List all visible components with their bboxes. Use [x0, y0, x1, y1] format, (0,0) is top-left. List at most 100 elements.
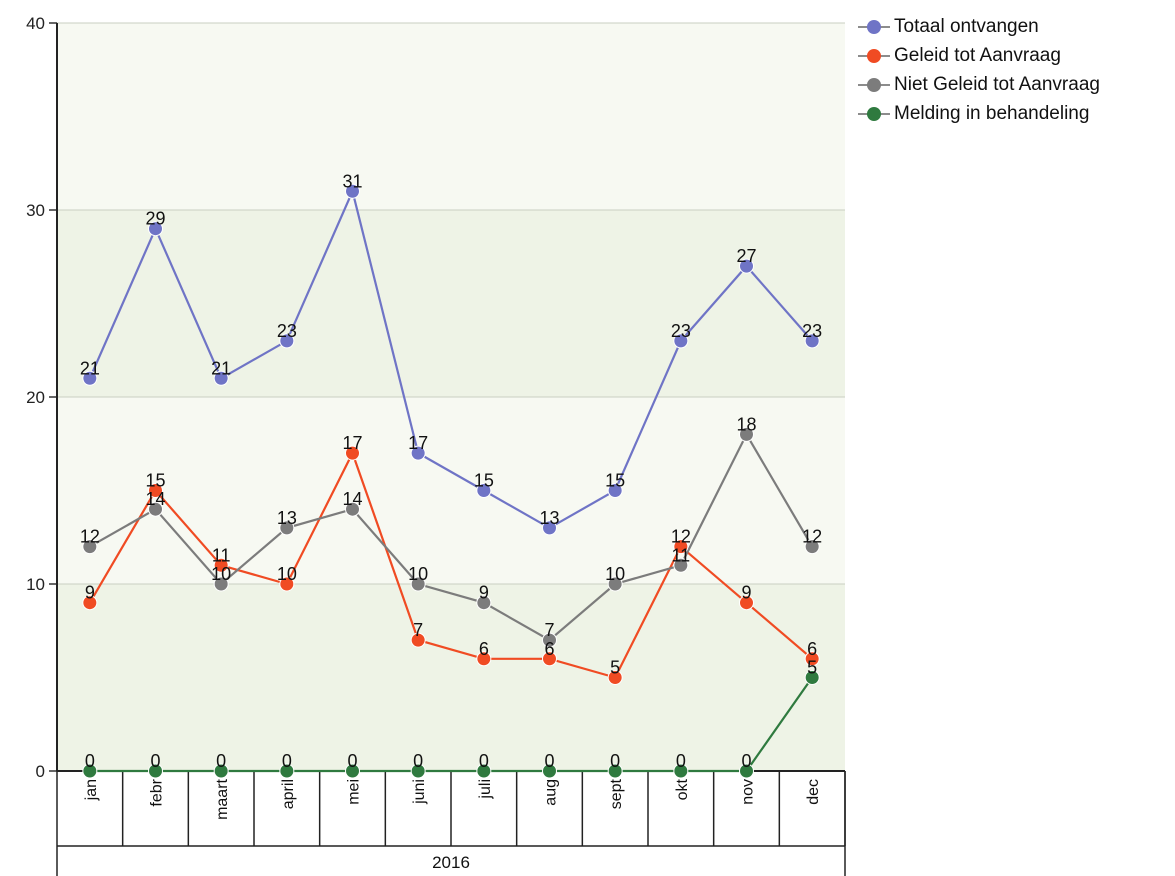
- legend-label: Geleid tot Aanvraag: [894, 44, 1061, 66]
- legend-swatch: [858, 19, 890, 34]
- data-label: 0: [413, 751, 423, 771]
- x-tick-label: dec: [805, 779, 822, 805]
- data-label: 29: [145, 209, 165, 229]
- data-point: [410, 632, 426, 648]
- data-label: 0: [544, 751, 554, 771]
- x-tick-label: juni: [411, 779, 428, 805]
- x-group-label: 2016: [432, 853, 470, 872]
- legend-label: Melding in behandeling: [894, 102, 1090, 124]
- data-point: [279, 576, 295, 592]
- data-label: 17: [342, 433, 362, 453]
- data-point: [476, 595, 492, 611]
- data-point: [607, 670, 623, 685]
- data-label: 15: [145, 471, 165, 491]
- data-label: 12: [802, 527, 822, 547]
- data-label: 15: [474, 471, 494, 491]
- data-point: [410, 445, 426, 461]
- data-label: 12: [80, 527, 100, 547]
- data-point: [213, 557, 229, 573]
- data-point: [148, 501, 163, 517]
- y-tick-label: 20: [26, 388, 45, 407]
- data-label: 0: [479, 751, 489, 771]
- data-point: [213, 763, 229, 779]
- data-point: [279, 333, 295, 349]
- data-label: 0: [85, 751, 95, 771]
- data-label: 13: [277, 508, 297, 528]
- data-point: [410, 763, 426, 779]
- y-tick-label: 10: [26, 575, 45, 594]
- data-label: 0: [216, 751, 226, 771]
- data-point: [82, 539, 98, 555]
- x-tick-label: aug: [543, 779, 560, 806]
- data-label: 21: [80, 358, 100, 378]
- plot-band: [57, 397, 845, 584]
- data-point: [607, 576, 623, 592]
- data-point: [148, 221, 163, 237]
- data-label: 23: [671, 321, 691, 341]
- x-tick-label: jan: [83, 779, 100, 801]
- y-tick-label: 40: [26, 14, 45, 33]
- data-label: 12: [671, 527, 691, 547]
- data-point: [279, 520, 295, 536]
- data-point: [345, 763, 360, 779]
- data-label: 5: [610, 658, 620, 678]
- x-tick-label: nov: [740, 779, 757, 805]
- data-point: [673, 763, 689, 779]
- data-label: 0: [741, 751, 751, 771]
- data-point: [82, 595, 98, 611]
- data-label: 9: [85, 583, 95, 603]
- plot-band: [57, 23, 845, 210]
- data-point: [82, 763, 98, 779]
- data-label: 9: [479, 583, 489, 603]
- series-line-niet-geleid-tot-aanvraag: [89, 432, 814, 642]
- data-point: [673, 333, 689, 349]
- data-point: [739, 595, 754, 611]
- data-label: 6: [807, 639, 817, 659]
- data-point: [148, 483, 163, 498]
- series-line-totaal-ontvangen: [88, 187, 813, 530]
- data-label: 21: [211, 358, 231, 378]
- plot-band: [57, 210, 845, 397]
- data-point: [213, 370, 229, 386]
- data-label: 0: [676, 751, 686, 771]
- data-label: 14: [145, 489, 165, 509]
- data-label: 10: [277, 564, 297, 584]
- data-point: [804, 670, 820, 685]
- data-label: 0: [282, 751, 292, 771]
- x-tick-label: maart: [214, 778, 231, 819]
- x-tick-label: april: [280, 779, 297, 809]
- data-label: 7: [544, 620, 554, 640]
- data-point: [542, 763, 557, 779]
- data-label: 31: [342, 171, 362, 191]
- data-point: [739, 426, 754, 442]
- data-point: [739, 258, 754, 274]
- legend-label: Niet Geleid tot Aanvraag: [894, 73, 1100, 95]
- data-label: 6: [544, 639, 554, 659]
- data-label: 10: [408, 564, 428, 584]
- data-point: [148, 763, 163, 779]
- data-label: 7: [413, 620, 423, 640]
- legend: Totaal ontvangen Geleid tot Aanvraag Niet …: [858, 12, 1100, 128]
- data-label: 0: [347, 751, 357, 771]
- legend-label: Totaal ontvangen: [894, 15, 1039, 37]
- y-tick-label: 30: [26, 201, 45, 220]
- data-point: [542, 520, 557, 536]
- data-point: [410, 576, 426, 592]
- plot-band: [57, 584, 845, 771]
- data-point: [476, 763, 492, 779]
- data-label: 0: [610, 751, 620, 771]
- data-point: [345, 501, 360, 517]
- data-point: [345, 445, 360, 461]
- data-point: [279, 763, 295, 779]
- legend-item: Geleid tot Aanvraag: [858, 41, 1100, 70]
- data-label: 23: [277, 321, 297, 341]
- data-point: [476, 483, 492, 498]
- x-tick-label: okt: [674, 778, 691, 800]
- series-line-geleid-tot-aanvraag: [88, 450, 813, 679]
- data-point: [607, 763, 623, 779]
- data-label: 0: [150, 751, 160, 771]
- data-point: [542, 651, 557, 667]
- x-tick-label: febr: [149, 778, 166, 806]
- data-label: 15: [605, 471, 625, 491]
- legend-item: Melding in behandeling: [858, 99, 1100, 128]
